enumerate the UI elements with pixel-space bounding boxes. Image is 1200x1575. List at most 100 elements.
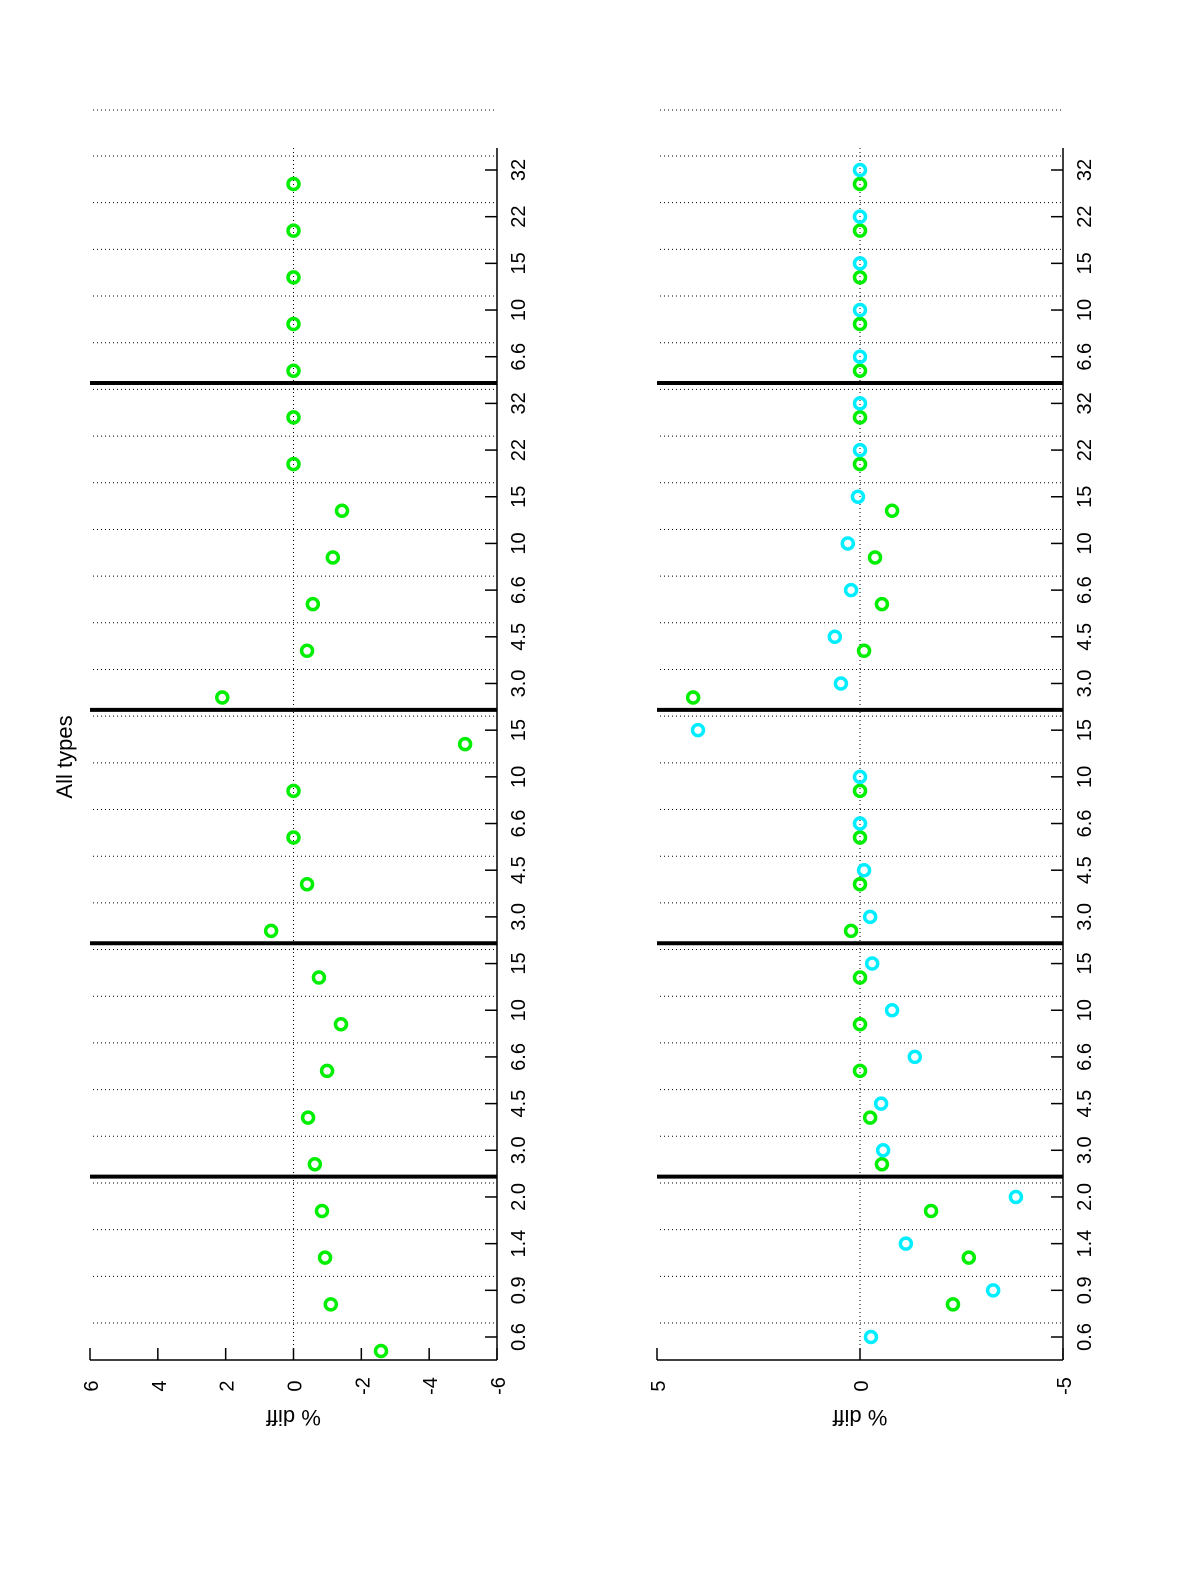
- category-tick-label: 6.6: [1074, 576, 1096, 604]
- value-tick-label: -2: [352, 1377, 374, 1395]
- category-tick-label: 3.0: [508, 1136, 530, 1164]
- data-point-green: [852, 223, 868, 238]
- data-point-green: [961, 1250, 977, 1265]
- value-tick-label: -6: [488, 1377, 510, 1395]
- data-point-cyan: [852, 442, 868, 458]
- category-tick-label: 4.5: [1074, 623, 1096, 651]
- data-point-cyan: [850, 489, 866, 505]
- category-tick-label: 15: [1074, 719, 1096, 741]
- data-point-green: [852, 316, 868, 332]
- category-tick-label: 6.6: [1074, 343, 1096, 371]
- category-tick-label: 22: [508, 439, 530, 461]
- category-tick-label: 6.6: [508, 343, 530, 371]
- category-tick-label: 3.0: [1074, 1136, 1096, 1164]
- data-point-green: [373, 1343, 389, 1359]
- data-point-green: [334, 503, 350, 519]
- data-point-green: [457, 736, 473, 752]
- y-axis-label: % diff: [832, 1405, 888, 1430]
- category-tick-label: 10: [508, 299, 530, 321]
- category-tick-label: 32: [1074, 159, 1096, 181]
- category-tick-label: 10: [1074, 299, 1096, 321]
- data-point-green: [874, 1157, 890, 1172]
- data-point-green: [333, 1016, 349, 1032]
- data-point-cyan: [852, 162, 868, 178]
- data-point-green: [852, 270, 868, 285]
- category-tick-label: 32: [508, 159, 530, 181]
- data-point-cyan: [864, 956, 880, 971]
- data-point-green: [286, 456, 301, 472]
- data-point-green: [852, 410, 868, 425]
- data-point-green: [307, 1157, 323, 1172]
- data-point-cyan: [873, 1096, 889, 1111]
- category-tick-label: 15: [508, 719, 530, 741]
- data-point-green: [286, 830, 301, 845]
- value-tick-label: 6: [81, 1380, 103, 1391]
- data-point-green: [843, 923, 859, 939]
- data-point-cyan: [690, 722, 706, 738]
- data-point-green: [945, 1297, 961, 1312]
- category-tick-label: 10: [1074, 999, 1096, 1021]
- category-tick-label: 4.5: [508, 623, 530, 651]
- data-point-green: [852, 783, 868, 799]
- category-tick-label: 10: [508, 532, 530, 554]
- data-point-cyan: [852, 816, 868, 831]
- category-tick-label: 32: [1074, 392, 1096, 414]
- data-point-green: [314, 1203, 330, 1219]
- data-point-cyan: [898, 1236, 914, 1251]
- category-tick-label: 0.6: [508, 1323, 530, 1351]
- data-point-cyan: [884, 1002, 900, 1018]
- data-point-green: [852, 176, 868, 192]
- category-tick-label: 0.6: [1074, 1323, 1096, 1351]
- data-point-green: [852, 456, 868, 472]
- data-point-green: [300, 1110, 316, 1125]
- data-point-green: [317, 1250, 333, 1265]
- data-point-green: [852, 1016, 868, 1032]
- data-point-cyan: [852, 349, 868, 364]
- data-point-cyan: [833, 676, 849, 691]
- category-tick-label: 0.9: [1074, 1276, 1096, 1304]
- data-point-green: [884, 503, 900, 519]
- category-tick-label: 1.4: [1074, 1230, 1096, 1258]
- data-point-green: [286, 270, 301, 285]
- data-point-green: [862, 1110, 878, 1125]
- category-tick-label: 6.6: [1074, 810, 1096, 838]
- value-tick-label: 0: [285, 1380, 307, 1391]
- data-point-cyan: [852, 302, 868, 318]
- value-tick-label: -4: [420, 1377, 442, 1395]
- data-point-green: [323, 1297, 339, 1312]
- category-tick-label: 4.5: [1074, 856, 1096, 884]
- data-point-cyan: [843, 582, 859, 598]
- value-tick-label: 5: [648, 1380, 670, 1391]
- value-tick-label: 2: [217, 1380, 239, 1391]
- category-tick-label: 10: [1074, 766, 1096, 788]
- data-point-green: [852, 970, 868, 985]
- data-point-cyan: [852, 769, 868, 785]
- data-point-green: [685, 690, 701, 705]
- panel-bottom: 5 0 -5 0.6 0.9 1.4 2.0 3.0 4.5 6.6 10 15 3.0 4.5 6.6 10…: [648, 109, 1096, 1430]
- category-tick-label: 0.9: [508, 1276, 530, 1304]
- category-tick-label: 15: [1074, 252, 1096, 274]
- category-tick-label: 4.5: [508, 1090, 530, 1118]
- category-tick-label: 3.0: [1074, 670, 1096, 698]
- data-point-green: [215, 690, 230, 705]
- data-point-cyan: [840, 536, 856, 551]
- value-tick-label: -5: [1054, 1377, 1076, 1395]
- chart-title: All types: [52, 715, 77, 798]
- category-tick-label: 1.4: [508, 1230, 530, 1258]
- category-tick-label: 15: [508, 252, 530, 274]
- data-point-green: [305, 596, 321, 612]
- data-point-green: [286, 223, 301, 238]
- category-tick-label: 3.0: [1074, 903, 1096, 931]
- y-axis-label: % diff: [265, 1405, 321, 1430]
- data-point-cyan: [852, 256, 868, 271]
- data-point-cyan: [863, 1329, 879, 1345]
- category-tick-label: 10: [1074, 532, 1096, 554]
- data-point-cyan: [856, 862, 872, 878]
- data-point-green: [286, 783, 301, 799]
- value-tick-label: 0: [851, 1380, 873, 1391]
- category-tick-label: 10: [508, 766, 530, 788]
- data-point-cyan: [875, 1143, 891, 1158]
- data-point-cyan: [985, 1283, 1001, 1298]
- category-tick-label: 3.0: [508, 670, 530, 698]
